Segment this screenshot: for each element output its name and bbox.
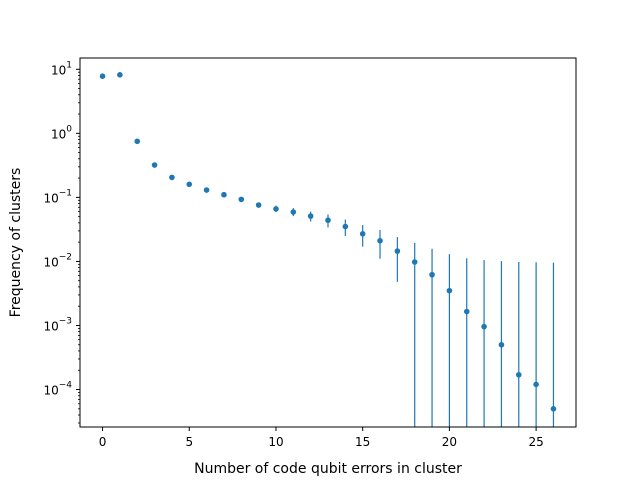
x-tick-label-5: 25 — [528, 435, 543, 449]
x-tick-label-0: 0 — [99, 435, 107, 449]
data-point-3 — [151, 162, 158, 168]
data-point-10 — [273, 206, 279, 212]
data-point-15 — [359, 230, 366, 237]
data-point-18 — [411, 259, 418, 265]
data-point-9 — [255, 202, 262, 208]
y-axis: 10−4 10−3 10−2 10−1 100 101 — [43, 60, 80, 424]
data-point-17 — [394, 248, 401, 254]
data-point-21 — [463, 308, 470, 315]
y-tick-label-5: 101 — [51, 60, 72, 77]
data-point-22 — [481, 323, 487, 330]
x-tick-label-4: 20 — [442, 435, 457, 449]
y-tick-label-0: 10−4 — [43, 381, 72, 398]
y-axis-label: Frequency of clusters — [8, 168, 24, 318]
data-point-14 — [342, 223, 349, 230]
x-tick-label-2: 10 — [268, 435, 283, 449]
data-point-12 — [307, 213, 314, 219]
data-point-6 — [203, 187, 210, 193]
data-point-0 — [99, 73, 106, 79]
plot-area — [99, 71, 557, 427]
data-point-19 — [429, 271, 435, 278]
data-point-23 — [498, 341, 505, 348]
data-point-7 — [221, 191, 227, 198]
data-point-5 — [186, 181, 193, 188]
data-point-2 — [134, 138, 141, 145]
x-axis-label: Number of code qubit errors in cluster — [194, 461, 462, 477]
data-point-8 — [238, 196, 245, 203]
y-tick-label-2: 10−2 — [43, 252, 72, 269]
y-tick-label-1: 10−3 — [43, 316, 72, 333]
data-point-4 — [169, 174, 175, 181]
data-point-16 — [377, 237, 383, 244]
x-tick-label-1: 5 — [185, 435, 193, 449]
data-point-26 — [550, 406, 557, 412]
data-point-20 — [446, 287, 453, 294]
y-tick-label-4: 100 — [51, 124, 72, 141]
data-point-24 — [515, 371, 522, 378]
data-point-1 — [117, 71, 123, 78]
data-point-13 — [325, 217, 331, 224]
x-axis: 0 5 10 15 20 25 — [99, 427, 544, 449]
x-tick-label-3: 15 — [355, 435, 370, 449]
data-point-25 — [533, 381, 539, 388]
y-tick-label-3: 10−1 — [43, 188, 72, 205]
data-point-11 — [290, 209, 297, 215]
